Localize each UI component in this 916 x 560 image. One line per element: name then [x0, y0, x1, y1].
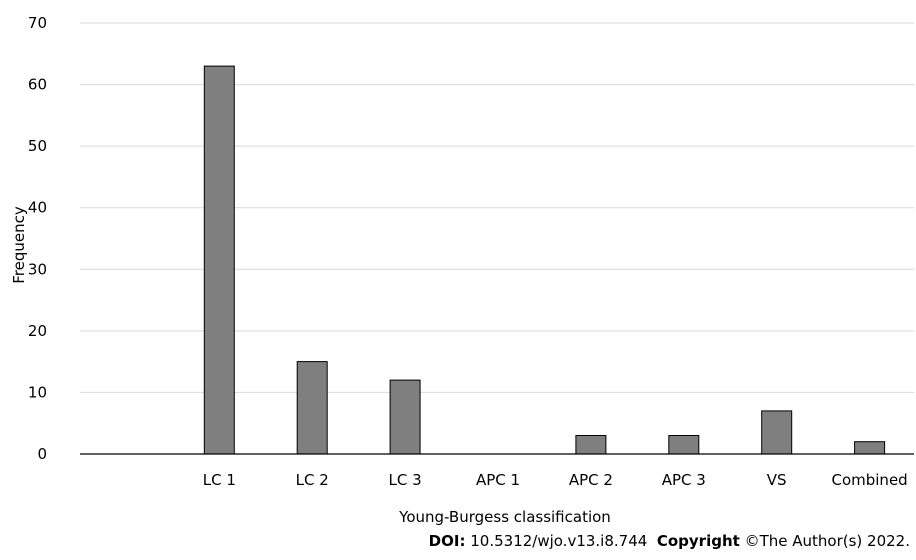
- y-tick-label: 20: [28, 322, 47, 340]
- bars: [203, 65, 886, 455]
- y-tick-label: 30: [28, 260, 47, 278]
- x-tick-label: APC 2: [569, 471, 613, 489]
- bar-lc-3: [389, 379, 421, 455]
- y-tick-label: 70: [28, 14, 47, 32]
- x-tick-label: LC 2: [296, 471, 329, 489]
- y-tick-label: 10: [28, 383, 47, 401]
- copyright-value: ©The Author(s) 2022.: [744, 532, 910, 550]
- citation-footer: DOI: 10.5312/wjo.v13.i8.744 Copyright ©T…: [429, 532, 910, 550]
- x-tick-labels: LC 1 LC 2 LC 3 APC 1 APC 2 APC 3 VS Combined: [203, 471, 908, 489]
- y-tick-label: 40: [28, 199, 47, 217]
- y-tick-label: 60: [28, 76, 47, 94]
- y-tick-label: 0: [37, 445, 47, 463]
- x-tick-label: Combined: [831, 471, 907, 489]
- x-tick-label: LC 3: [389, 471, 422, 489]
- doi-label: DOI:: [428, 532, 466, 550]
- bar-apc-3: [668, 435, 700, 455]
- bar-apc-2: [575, 435, 607, 455]
- x-tick-label: APC 1: [476, 471, 520, 489]
- x-tick-label: APC 3: [662, 471, 706, 489]
- y-axis-title: Frequency: [10, 206, 28, 284]
- bar-lc-1: [203, 65, 235, 455]
- y-tick-label: 50: [28, 137, 47, 155]
- bar-vs: [761, 410, 793, 455]
- bar-combined: [854, 441, 886, 455]
- copyright-label: Copyright: [656, 532, 740, 550]
- x-tick-label: LC 1: [203, 471, 236, 489]
- x-tick-label: VS: [767, 471, 787, 489]
- doi-value: 10.5312/wjo.v13.i8.744: [470, 532, 648, 550]
- bar-lc-2: [296, 361, 328, 455]
- x-axis-title: Young-Burgess classification: [398, 508, 611, 526]
- y-tick-labels: 0 10 20 30 40 50 60 70: [28, 14, 47, 463]
